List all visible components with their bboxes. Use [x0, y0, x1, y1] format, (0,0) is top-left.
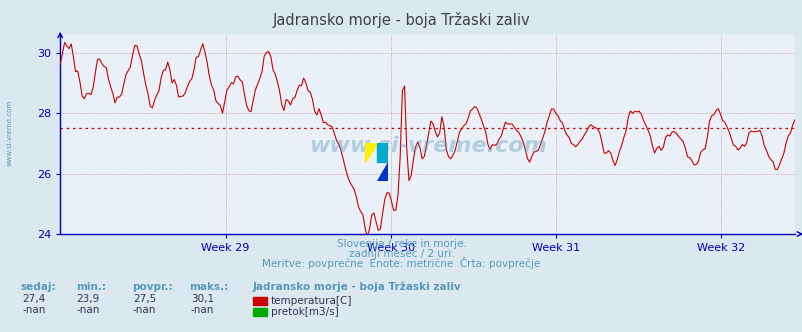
Text: sedaj:: sedaj:	[20, 283, 55, 292]
Text: www.si-vreme.com: www.si-vreme.com	[308, 136, 546, 156]
Text: povpr.:: povpr.:	[132, 283, 173, 292]
Text: zadnji mesec / 2 uri.: zadnji mesec / 2 uri.	[348, 249, 454, 259]
Text: Jadransko morje - boja Tržaski zaliv: Jadransko morje - boja Tržaski zaliv	[253, 282, 461, 292]
Text: www.si-vreme.com: www.si-vreme.com	[6, 100, 12, 166]
Text: Jadransko morje - boja Tržaski zaliv: Jadransko morje - boja Tržaski zaliv	[273, 12, 529, 28]
Text: 23,9: 23,9	[77, 294, 99, 304]
Text: -nan: -nan	[132, 305, 156, 315]
Text: -nan: -nan	[190, 305, 214, 315]
Polygon shape	[376, 143, 387, 162]
Polygon shape	[376, 162, 387, 181]
Text: Meritve: povprečne  Enote: metrične  Črta: povprečje: Meritve: povprečne Enote: metrične Črta:…	[262, 257, 540, 269]
Text: pretok[m3/s]: pretok[m3/s]	[270, 307, 338, 317]
Text: Slovenija / reke in morje.: Slovenija / reke in morje.	[336, 239, 466, 249]
Text: 30,1: 30,1	[191, 294, 213, 304]
Text: maks.:: maks.:	[188, 283, 228, 292]
Text: -nan: -nan	[76, 305, 100, 315]
Polygon shape	[365, 143, 376, 162]
Text: temperatura[C]: temperatura[C]	[270, 296, 351, 306]
Text: 27,4: 27,4	[22, 294, 45, 304]
Text: min.:: min.:	[76, 283, 106, 292]
Text: 27,5: 27,5	[133, 294, 156, 304]
Text: -nan: -nan	[22, 305, 46, 315]
